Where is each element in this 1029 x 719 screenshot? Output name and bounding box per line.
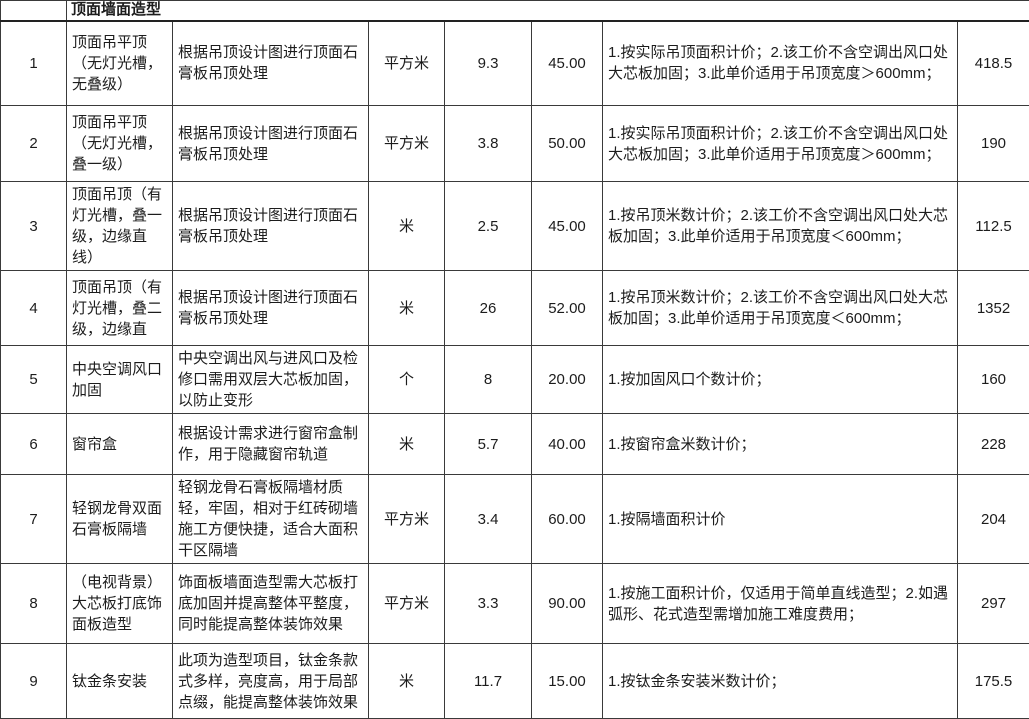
cell-item-name: 顶面吊顶（有灯光槽，叠二级，边缘直 bbox=[67, 271, 173, 346]
cell-notes: 1.按吊顶米数计价；2.该工价不含空调出风口处大芯板加固；3.此单价适用于吊顶宽… bbox=[603, 271, 958, 346]
section-header-row: 顶面墙面造型 bbox=[1, 1, 1029, 21]
cell-unit-price: 50.00 bbox=[532, 106, 603, 182]
cell-unit-price: 45.00 bbox=[532, 21, 603, 106]
cell-description: 轻钢龙骨石膏板隔墙材质轻，牢固，相对于红砖砌墙施工方便快捷，适合大面积干区隔墙 bbox=[173, 475, 369, 564]
cell-item-name: 顶面吊顶（有灯光槽，叠一级，边缘直线） bbox=[67, 182, 173, 271]
cell-unit: 米 bbox=[369, 271, 445, 346]
cell-notes: 1.按加固风口个数计价； bbox=[603, 346, 958, 414]
table-row: 8 （电视背景）大芯板打底饰面板造型 饰面板墙面造型需大芯板打底加固并提高整体平… bbox=[1, 564, 1029, 644]
cell-total: 228 bbox=[958, 414, 1029, 475]
table-row: 4 顶面吊顶（有灯光槽，叠二级，边缘直 根据吊顶设计图进行顶面石膏板吊顶处理 米… bbox=[1, 271, 1029, 346]
cell-notes: 1.按钛金条安装米数计价； bbox=[603, 644, 958, 719]
cell-item-name: 顶面吊平顶（无灯光槽，叠一级） bbox=[67, 106, 173, 182]
cell-unit: 米 bbox=[369, 644, 445, 719]
cell-row-number: 2 bbox=[1, 106, 67, 182]
cell-unit: 个 bbox=[369, 346, 445, 414]
cell-unit-price: 40.00 bbox=[532, 414, 603, 475]
table-row: 3 顶面吊顶（有灯光槽，叠一级，边缘直线） 根据吊顶设计图进行顶面石膏板吊顶处理… bbox=[1, 182, 1029, 271]
cell-description: 根据吊顶设计图进行顶面石膏板吊顶处理 bbox=[173, 271, 369, 346]
cell-item-name: 窗帘盒 bbox=[67, 414, 173, 475]
cell-unit: 平方米 bbox=[369, 106, 445, 182]
cell-total: 112.5 bbox=[958, 182, 1029, 271]
cell-notes: 1.按窗帘盒米数计价； bbox=[603, 414, 958, 475]
cell-item-name: 钛金条安装 bbox=[67, 644, 173, 719]
cell-unit-price: 45.00 bbox=[532, 182, 603, 271]
quotation-sheet: 顶面墙面造型 1 顶面吊平顶（无灯光槽，无叠级） 根据吊顶设计图进行顶面石膏板吊… bbox=[0, 0, 1029, 702]
cell-row-number: 5 bbox=[1, 346, 67, 414]
cell-row-number: 3 bbox=[1, 182, 67, 271]
table-row: 2 顶面吊平顶（无灯光槽，叠一级） 根据吊顶设计图进行顶面石膏板吊顶处理 平方米… bbox=[1, 106, 1029, 182]
cell-item-name: 中央空调风口加固 bbox=[67, 346, 173, 414]
cell-notes: 1.按吊顶米数计价；2.该工价不含空调出风口处大芯板加固；3.此单价适用于吊顶宽… bbox=[603, 182, 958, 271]
cell-item-name: 顶面吊平顶（无灯光槽，无叠级） bbox=[67, 21, 173, 106]
cell-unit-price: 15.00 bbox=[532, 644, 603, 719]
cell-notes: 1.按实际吊顶面积计价；2.该工价不含空调出风口处大芯板加固；3.此单价适用于吊… bbox=[603, 21, 958, 106]
cell-unit: 米 bbox=[369, 414, 445, 475]
cell-total: 160 bbox=[958, 346, 1029, 414]
cell-unit-price: 20.00 bbox=[532, 346, 603, 414]
cell-quantity: 2.5 bbox=[445, 182, 532, 271]
section-header-empty-cell bbox=[1, 1, 67, 21]
cell-unit: 米 bbox=[369, 182, 445, 271]
cell-quantity: 3.3 bbox=[445, 564, 532, 644]
cell-unit: 平方米 bbox=[369, 21, 445, 106]
table-row: 7 轻钢龙骨双面石膏板隔墙 轻钢龙骨石膏板隔墙材质轻，牢固，相对于红砖砌墙施工方… bbox=[1, 475, 1029, 564]
cell-total: 175.5 bbox=[958, 644, 1029, 719]
table-body: 1 顶面吊平顶（无灯光槽，无叠级） 根据吊顶设计图进行顶面石膏板吊顶处理 平方米… bbox=[1, 21, 1029, 719]
cell-description: 此项为造型项目，钛金条款式多样，亮度高，用于局部点缀，能提高整体装饰效果 bbox=[173, 644, 369, 719]
cell-description: 根据吊顶设计图进行顶面石膏板吊顶处理 bbox=[173, 182, 369, 271]
cell-description: 饰面板墙面造型需大芯板打底加固并提高整体平整度，同时能提高整体装饰效果 bbox=[173, 564, 369, 644]
cell-notes: 1.按隔墙面积计价 bbox=[603, 475, 958, 564]
cell-unit: 平方米 bbox=[369, 475, 445, 564]
cell-total: 190 bbox=[958, 106, 1029, 182]
cell-description: 中央空调出风与进风口及检修口需用双层大芯板加固，以防止变形 bbox=[173, 346, 369, 414]
cell-notes: 1.按施工面积计价，仅适用于简单直线造型；2.如遇弧形、花式造型需增加施工难度费… bbox=[603, 564, 958, 644]
cell-quantity: 9.3 bbox=[445, 21, 532, 106]
section-title: 顶面墙面造型 bbox=[67, 1, 1029, 21]
cell-description: 根据吊顶设计图进行顶面石膏板吊顶处理 bbox=[173, 21, 369, 106]
cell-total: 204 bbox=[958, 475, 1029, 564]
cell-quantity: 3.8 bbox=[445, 106, 532, 182]
cell-unit-price: 60.00 bbox=[532, 475, 603, 564]
cell-notes: 1.按实际吊顶面积计价；2.该工价不含空调出风口处大芯板加固；3.此单价适用于吊… bbox=[603, 106, 958, 182]
table-row: 5 中央空调风口加固 中央空调出风与进风口及检修口需用双层大芯板加固，以防止变形… bbox=[1, 346, 1029, 414]
cell-row-number: 1 bbox=[1, 21, 67, 106]
cell-row-number: 9 bbox=[1, 644, 67, 719]
cell-quantity: 8 bbox=[445, 346, 532, 414]
cell-unit-price: 90.00 bbox=[532, 564, 603, 644]
cell-total: 297 bbox=[958, 564, 1029, 644]
cell-description: 根据吊顶设计图进行顶面石膏板吊顶处理 bbox=[173, 106, 369, 182]
cell-quantity: 11.7 bbox=[445, 644, 532, 719]
cell-quantity: 3.4 bbox=[445, 475, 532, 564]
cell-row-number: 7 bbox=[1, 475, 67, 564]
cell-quantity: 5.7 bbox=[445, 414, 532, 475]
cell-total: 418.5 bbox=[958, 21, 1029, 106]
cell-unit: 平方米 bbox=[369, 564, 445, 644]
table-row: 6 窗帘盒 根据设计需求进行窗帘盒制作，用于隐藏窗帘轨道 米 5.7 40.00… bbox=[1, 414, 1029, 475]
cell-row-number: 6 bbox=[1, 414, 67, 475]
cell-total: 1352 bbox=[958, 271, 1029, 346]
cell-item-name: 轻钢龙骨双面石膏板隔墙 bbox=[67, 475, 173, 564]
cell-row-number: 8 bbox=[1, 564, 67, 644]
cell-row-number: 4 bbox=[1, 271, 67, 346]
cell-description: 根据设计需求进行窗帘盒制作，用于隐藏窗帘轨道 bbox=[173, 414, 369, 475]
cell-unit-price: 52.00 bbox=[532, 271, 603, 346]
cell-quantity: 26 bbox=[445, 271, 532, 346]
cell-item-name: （电视背景）大芯板打底饰面板造型 bbox=[67, 564, 173, 644]
table-row: 9 钛金条安装 此项为造型项目，钛金条款式多样，亮度高，用于局部点缀，能提高整体… bbox=[1, 644, 1029, 719]
table-row: 1 顶面吊平顶（无灯光槽，无叠级） 根据吊顶设计图进行顶面石膏板吊顶处理 平方米… bbox=[1, 21, 1029, 106]
